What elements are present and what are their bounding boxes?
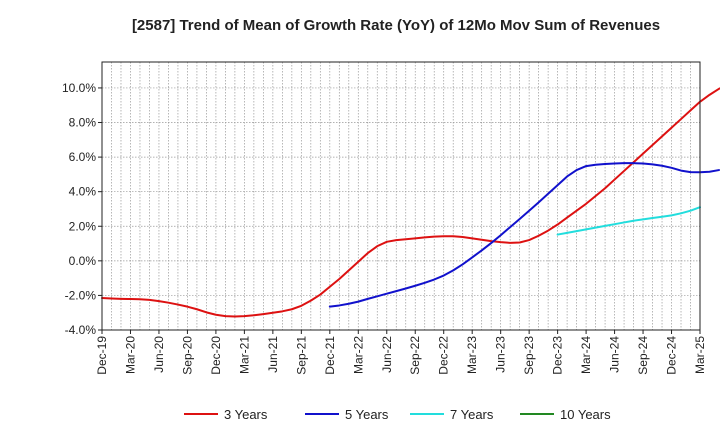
- legend: 3 Years 5 Years 7 Years 10 Years: [184, 407, 611, 422]
- x-tick-label: Dec-23: [551, 336, 565, 375]
- legend-label: 5 Years: [345, 407, 389, 422]
- x-tick-label: Mar-25: [693, 336, 707, 374]
- x-tick-label: Sep-24: [636, 336, 650, 375]
- y-tick-label: -4.0%: [65, 323, 97, 337]
- plot-area-border: [101, 61, 701, 331]
- x-tick-label: Sep-21: [294, 336, 308, 375]
- y-axis: -4.0% -2.0% 0.0% 2.0% 4.0% 6.0% 8.0% 10.0%: [62, 81, 102, 337]
- y-tick-label: 0.0%: [69, 254, 97, 268]
- legend-label: 7 Years: [450, 407, 494, 422]
- y-tick-label: 6.0%: [69, 150, 97, 164]
- legend-label: 10 Years: [560, 407, 611, 422]
- x-tick-label: Mar-24: [579, 336, 593, 374]
- x-tick-label: Jun-22: [380, 336, 394, 373]
- x-tick-label: Dec-24: [665, 336, 679, 375]
- x-tick-label: Sep-20: [180, 336, 194, 375]
- x-tick-label: Mar-22: [351, 336, 365, 374]
- x-tick-label: Jun-24: [608, 336, 622, 373]
- series-lines: [101, 87, 720, 318]
- x-tick-label: Dec-19: [95, 336, 109, 375]
- series-line-7-years: [556, 206, 701, 236]
- x-tick-label: Dec-22: [437, 336, 451, 375]
- x-tick-label: Sep-23: [522, 336, 536, 375]
- y-tick-label: -2.0%: [65, 288, 97, 302]
- series-line-3-years: [101, 87, 720, 318]
- y-tick-label: 2.0%: [69, 219, 97, 233]
- series-line-5-years: [328, 162, 720, 308]
- x-tick-label: Jun-23: [494, 336, 508, 373]
- x-tick-label: Jun-20: [152, 336, 166, 373]
- y-tick-label: 8.0%: [69, 116, 97, 130]
- chart-title: [2587] Trend of Mean of Growth Rate (YoY…: [132, 17, 660, 34]
- x-tick-label: Mar-21: [237, 336, 251, 374]
- x-tick-label: Mar-20: [123, 336, 137, 374]
- x-tick-label: Dec-21: [323, 336, 337, 375]
- x-axis: Dec-19 Mar-20 Jun-20 Sep-20 Dec-20 Mar-21 Jun-…: [95, 330, 707, 375]
- x-tick-label: Dec-20: [209, 336, 223, 375]
- x-tick-label: Jun-21: [266, 336, 280, 373]
- x-tick-label: Mar-23: [465, 336, 479, 374]
- grid: [102, 62, 700, 330]
- legend-label: 3 Years: [224, 407, 268, 422]
- y-tick-label: 10.0%: [62, 81, 96, 95]
- x-tick-label: Sep-22: [408, 336, 422, 375]
- y-tick-label: 4.0%: [69, 185, 97, 199]
